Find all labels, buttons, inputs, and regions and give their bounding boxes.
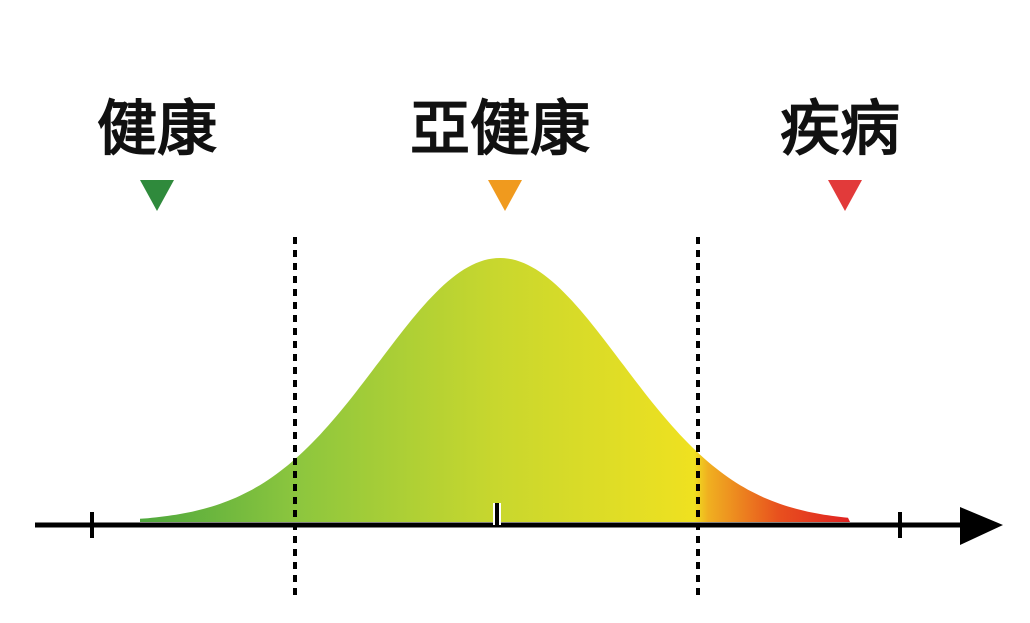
- marker-disease: [828, 180, 862, 211]
- marker-subhealthy: [488, 180, 522, 211]
- label-subhealthy: 亞健康: [410, 95, 590, 165]
- label-disease: 疾病: [780, 95, 900, 165]
- label-healthy: 健康: [97, 95, 217, 165]
- marker-healthy: [140, 180, 174, 211]
- bell-curve: [140, 258, 850, 522]
- axis-arrow: [960, 507, 1003, 545]
